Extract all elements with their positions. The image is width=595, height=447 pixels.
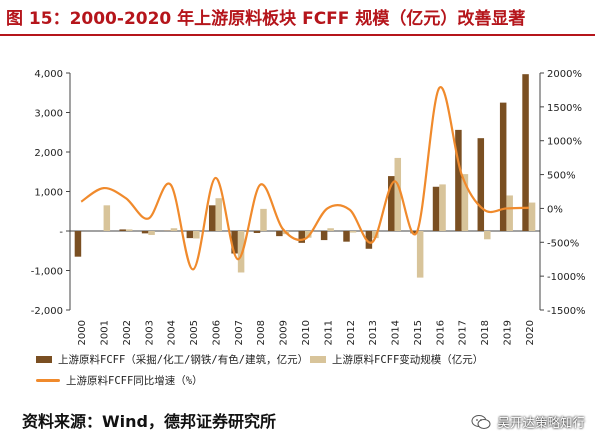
- left-tick-label: 3,000: [34, 109, 63, 120]
- bar-change: [260, 208, 267, 231]
- right-tick-label: 500%: [547, 171, 576, 182]
- bar-fcff: [253, 231, 261, 233]
- x-tick-label: 2000: [77, 320, 88, 345]
- legend-label-fcff: 上游原料FCFF（采掘/化工/钢铁/有色/建筑，亿元）: [58, 354, 309, 366]
- bar-change: [528, 202, 536, 231]
- bar-fcff: [231, 231, 238, 254]
- bar-change: [349, 231, 357, 233]
- left-tick-label: -: [59, 227, 63, 238]
- right-tick-label: 0%: [547, 204, 563, 215]
- bar-fcff: [432, 186, 440, 231]
- bar-fcff: [477, 138, 485, 231]
- bar-fcff: [141, 231, 149, 234]
- legend-item-growth: 上游原料FCFF同比增速（%）: [36, 373, 203, 388]
- legend-label-change: 上游原料FCFF变动规模（亿元）: [332, 354, 484, 366]
- bar-fcff: [365, 231, 373, 249]
- bar-change: [416, 231, 424, 278]
- bar-fcff: [298, 231, 305, 243]
- legend-swatch-change: [310, 356, 326, 363]
- bar-fcff: [208, 205, 216, 231]
- combo-chart: 4,000 3,000 2,000 1,000 - -1,000 -2,000 2000% 15…: [31, 69, 586, 345]
- left-tick-label: 4,000: [34, 69, 63, 80]
- x-tick-label: 2012: [346, 320, 357, 345]
- legend-item-change: 上游原料FCFF变动规模（亿元）: [310, 352, 483, 367]
- x-tick-label: 2003: [144, 320, 155, 345]
- left-tick-label: 1,000: [34, 188, 63, 199]
- bar-fcff: [276, 231, 283, 237]
- bar-fcff: [410, 231, 417, 234]
- bar-change: [193, 231, 200, 239]
- bar-change: [484, 231, 491, 240]
- x-tick-label: 2014: [391, 320, 402, 345]
- x-tick-label: 2011: [323, 320, 334, 345]
- title-divider: [0, 34, 595, 36]
- x-tick-label: 2005: [189, 320, 200, 345]
- left-tick-label: -1,000: [31, 267, 63, 278]
- x-tick-label: 2018: [480, 320, 491, 345]
- wechat-icon: [471, 414, 491, 429]
- watermark-text: 吴开达策略知行: [497, 415, 585, 430]
- left-tick-label: -2,000: [31, 306, 63, 317]
- x-tick-label: 2020: [525, 320, 536, 345]
- x-tick-label: 2006: [211, 320, 222, 345]
- bar-change: [237, 231, 245, 273]
- right-tick-label: -500%: [547, 238, 579, 249]
- legend-swatch-fcff: [36, 356, 52, 363]
- bar-fcff: [119, 229, 126, 231]
- legend: 上游原料FCFF（采掘/化工/钢铁/有色/建筑，亿元） 上游原料FCFF变动规模…: [0, 349, 595, 399]
- watermark: 吴开达策略知行: [471, 412, 585, 431]
- bar-change: [148, 231, 155, 235]
- legend-label-growth: 上游原料FCFF同比增速（%）: [66, 375, 203, 387]
- x-tick-label: 2002: [122, 320, 133, 345]
- bar-fcff: [186, 231, 194, 239]
- x-tick-label: 2016: [435, 320, 446, 345]
- x-tick-label: 2008: [256, 320, 267, 345]
- bar-fcff: [320, 231, 328, 241]
- legend-swatch-growth: [36, 379, 60, 382]
- growth-line: [80, 86, 529, 271]
- legend-item-fcff: 上游原料FCFF（采掘/化工/钢铁/有色/建筑，亿元）: [36, 352, 308, 367]
- bar-change: [394, 157, 402, 231]
- bar-fcff: [522, 74, 529, 231]
- bar-fcff: [388, 176, 395, 231]
- right-tick-label: 1000%: [547, 137, 582, 148]
- left-tick-label: 2,000: [34, 148, 63, 159]
- right-tick-label: 1500%: [547, 103, 582, 114]
- source-note: 资料来源：Wind，德邦证券研究所: [22, 412, 276, 431]
- chart-title: 图 15：2000-2020 年上游原料板块 FCFF 规模（亿元）改善显著: [6, 9, 526, 29]
- bar-change: [506, 195, 513, 231]
- bar-change: [327, 228, 334, 231]
- x-tick-label: 2010: [301, 320, 312, 345]
- bar-change: [170, 228, 178, 231]
- bar-fcff: [455, 129, 462, 231]
- x-tick-label: 2013: [368, 320, 379, 345]
- right-tick-label: 2000%: [547, 69, 582, 80]
- bar-change: [215, 198, 222, 231]
- x-tick-label: 2001: [100, 320, 111, 345]
- right-tick-label: -1000%: [547, 272, 586, 283]
- bar-fcff: [499, 102, 507, 231]
- bar-change: [461, 174, 469, 231]
- x-tick-label: 2007: [234, 320, 245, 345]
- bar-change: [125, 229, 133, 231]
- bar-change: [439, 184, 446, 231]
- bar-change: [305, 231, 312, 238]
- x-tick-label: 2015: [413, 320, 424, 345]
- bar-change: [103, 205, 111, 231]
- bar-fcff: [74, 231, 82, 257]
- bar-fcff: [343, 231, 350, 242]
- x-tick-label: 2009: [279, 320, 290, 345]
- x-tick-label: 2004: [167, 320, 178, 345]
- x-tick-label: 2017: [458, 320, 469, 345]
- x-tick-label: 2019: [502, 320, 513, 345]
- right-tick-label: -1500%: [547, 306, 586, 317]
